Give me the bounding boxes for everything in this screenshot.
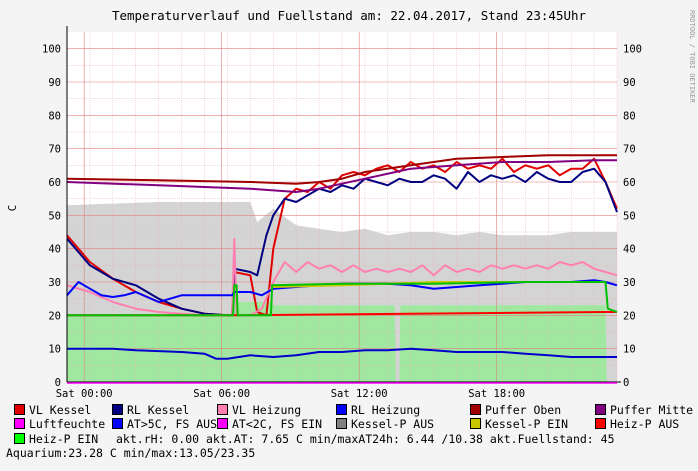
y-tick-label-right: 100 (623, 44, 642, 56)
y-tick-label-left: 100 (42, 44, 61, 56)
legend-label: Kessel-P AUS (351, 417, 435, 432)
legend-item-at-5c-fs-aus: AT>5C, FS AUS (112, 417, 217, 431)
legend-item-luftfeuchte: Luftfeuchte (14, 417, 105, 431)
legend-swatch (470, 418, 481, 430)
legend-item-vl-heizung: VL Heizung (217, 403, 301, 417)
y-tick-label-right: 30 (623, 277, 636, 289)
y-tick-label-right: 50 (623, 210, 636, 222)
series-heiz-p-ein (67, 281, 618, 317)
legend-label: AT>5C, FS AUS (127, 417, 218, 432)
legend-item-heiz-p-aus: Heiz-P AUS (595, 417, 679, 431)
y-tick-label-left: 30 (48, 277, 61, 289)
legend-row-1: VL Kessel RL Kessel VL Heizung RL Heizung Pu… (14, 403, 694, 417)
y-tick-label-left: 0 (55, 377, 61, 389)
watermark: RRDTOOL / TOBI OETIKER (688, 10, 696, 104)
y-tick-label-left: 40 (48, 244, 61, 256)
y-tick-label-right: 0 (623, 377, 629, 389)
legend-item-kessel-p-ein: Kessel-P EIN (470, 417, 568, 431)
y-tick-label-right: 40 (623, 244, 636, 256)
legend-item-heiz-p-ein: Heiz-P EIN (14, 432, 98, 446)
legend-swatch (14, 404, 25, 415)
legend-label: Luftfeuchte (29, 417, 106, 432)
legend-swatch (217, 404, 228, 415)
y-tick-label-left: 90 (48, 77, 61, 89)
legend-swatch (336, 404, 347, 415)
info-line-aquarium: Aquarium:23.28 C min/max:13.05/23.35 (6, 445, 256, 460)
chart-title: Temperaturverlauf und Fuellstand am: 22.… (112, 8, 587, 23)
series-at-5c-fs-aus (67, 347, 617, 360)
y-tick-label-right: 60 (623, 177, 636, 189)
legend-swatch (217, 418, 228, 430)
series-puffer-mitte (66, 159, 617, 193)
legend-swatch (470, 404, 481, 415)
legend-row-4: Aquarium:23.28 C min/max:13.05/23.35 (6, 446, 694, 460)
legend-item-vl-kessel: VL Kessel (14, 403, 91, 417)
legend-label: Heiz-P EIN (29, 431, 99, 446)
y-tick-label-right: 90 (623, 77, 636, 89)
legend-item-at-2c-fs-ein: AT<2C, FS EIN (217, 417, 322, 431)
y-tick-label-left: 60 (48, 177, 61, 189)
x-tick-label: Sat 06:00 (193, 388, 250, 400)
legend-row-3: akt.rH: 0.00 akt.AT: 7.65 C min/maxAT24h… (14, 432, 694, 446)
legend-swatch (112, 404, 123, 415)
legend-item-puffer-oben: Puffer Oben (470, 403, 561, 417)
y-tick-label-right: 20 (623, 310, 636, 322)
legend-label: VL Kessel (29, 403, 92, 417)
legend-swatch (595, 418, 606, 430)
y-tick-label-left: 50 (48, 210, 61, 222)
x-tick-label: Sat 12:00 (331, 388, 388, 400)
legend-swatch (595, 404, 606, 415)
legend-item-puffer-mitte: Puffer Mitte (595, 403, 693, 417)
legend-label: Puffer Oben (485, 403, 562, 417)
y-axis-label: C (6, 205, 19, 212)
legend: VL Kessel RL Kessel VL Heizung RL Heizung Pu… (6, 403, 694, 460)
y-tick-label-right: 10 (623, 344, 636, 356)
legend-label: Heiz-P AUS (610, 417, 680, 432)
y-tick-label-left: 20 (48, 310, 61, 322)
legend-label: RL Heizung (351, 403, 421, 417)
series-puffer-oben (66, 154, 617, 185)
y-tick-label-left: 10 (48, 344, 61, 356)
legend-item-rl-kessel: RL Kessel (112, 403, 189, 417)
legend-swatch (112, 418, 123, 430)
plot-area: 0 0 10 10 20 20 30 30 40 40 50 50 60 60 70 70 80 80 90 90 10… (42, 26, 642, 400)
y-tick-label-left: 80 (48, 110, 61, 122)
legend-label: AT<2C, FS EIN (232, 417, 323, 432)
x-tick-label: Sat 18:00 (468, 388, 525, 400)
info-line-current-values: akt.rH: 0.00 akt.AT: 7.65 C min/maxAT24h… (116, 431, 615, 446)
legend-swatch (14, 432, 25, 444)
legend-label: RL Kessel (127, 403, 190, 417)
legend-label: Puffer Mitte (610, 403, 694, 417)
y-tick-label-right: 70 (623, 144, 636, 156)
y-tick-label-left: 70 (48, 144, 61, 156)
legend-swatch (14, 418, 25, 430)
x-tick-label: Sat 00:00 (56, 388, 113, 400)
legend-swatch (336, 418, 347, 430)
legend-item-rl-heizung: RL Heizung (336, 403, 420, 417)
legend-item-kessel-p-aus: Kessel-P AUS (336, 417, 434, 431)
legend-label: VL Heizung (232, 403, 302, 417)
legend-row-2: Luftfeuchte AT>5C, FS AUS AT<2C, FS EIN Kes… (14, 417, 694, 431)
y-tick-label-right: 80 (623, 110, 636, 122)
legend-label: Kessel-P EIN (485, 417, 569, 432)
